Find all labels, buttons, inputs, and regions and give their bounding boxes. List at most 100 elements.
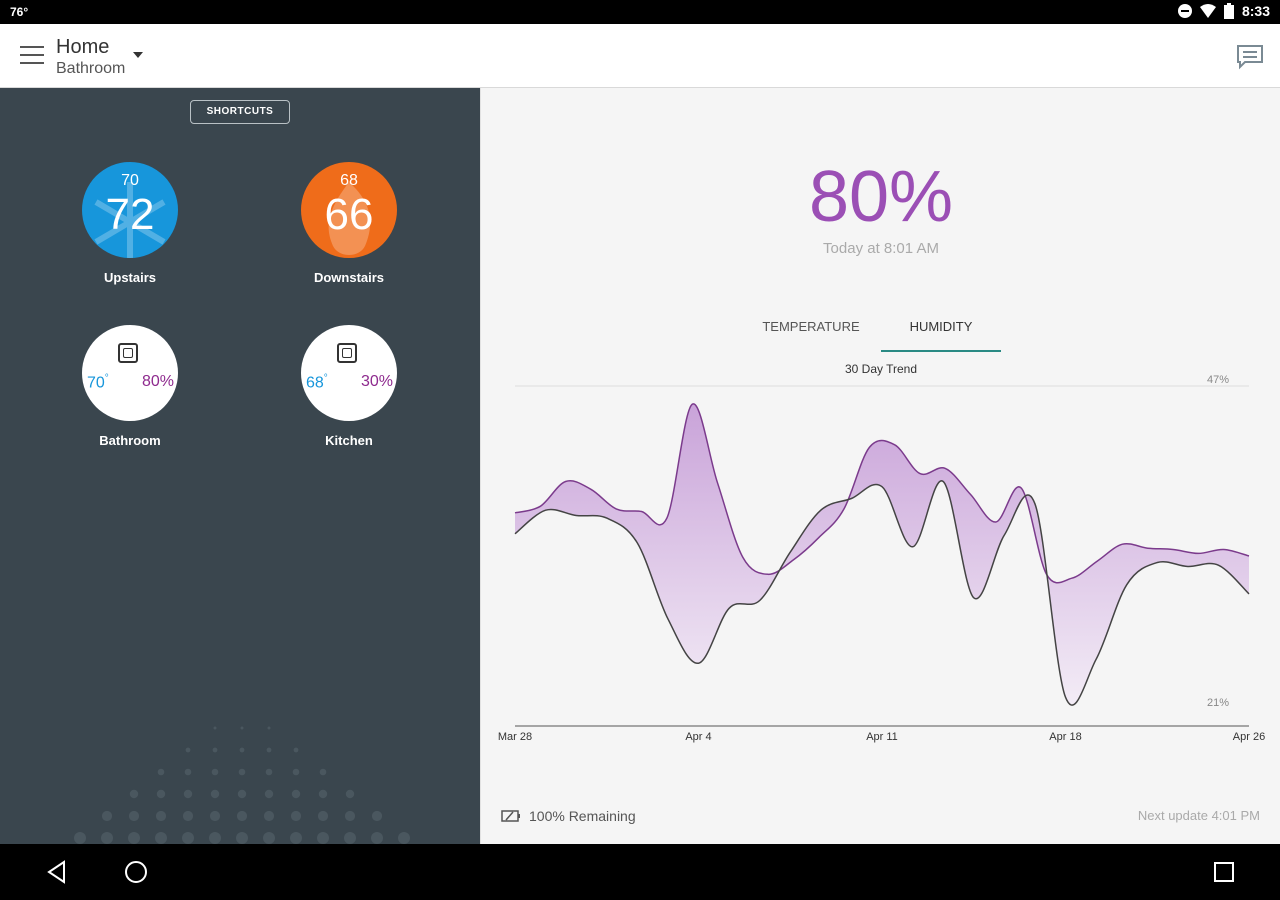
battery-status: 100% Remaining: [501, 808, 636, 824]
device-name: Bathroom: [99, 433, 161, 448]
decorative-dot: [237, 789, 247, 799]
navigation-bar: [0, 844, 1280, 900]
decorative-dot: [344, 810, 356, 822]
decorative-dot: [209, 810, 221, 822]
active-tab-indicator: [881, 350, 1001, 352]
sensor-icon: [118, 343, 138, 363]
decorative-dot: [155, 832, 167, 844]
decorative-dot: [317, 832, 329, 844]
humidity-low-line: [514, 480, 1250, 706]
battery-remaining: 100% Remaining: [529, 808, 636, 824]
device-tile-downstairs[interactable]: 68 66 Downstairs: [279, 162, 419, 285]
decorative-dot: [344, 832, 356, 844]
recents-icon[interactable]: [1212, 860, 1236, 884]
devices-panel: SHORTCUTS 70 72 Upstairs 68 66 Downstair…: [0, 88, 480, 844]
decorative-dot: [371, 810, 383, 822]
location-subtitle[interactable]: Bathroom: [56, 60, 126, 77]
device-tile-kitchen[interactable]: 68° 30% Kitchen: [279, 325, 419, 448]
back-icon[interactable]: [45, 860, 69, 884]
decorative-dot: [209, 832, 221, 844]
decorative-dot: [183, 789, 193, 799]
decorative-dot: [185, 747, 191, 753]
humidity-high-line: [514, 403, 1250, 584]
decorative-dot: [236, 832, 248, 844]
decorative-dot: [236, 810, 248, 822]
device-name: Downstairs: [313, 270, 385, 285]
decorative-dot: [101, 810, 113, 822]
reading-time: Today at 8:01 AM: [823, 240, 939, 257]
battery-icon: [1223, 3, 1234, 19]
tab-temperature[interactable]: TEMPERATURE: [762, 319, 860, 334]
decorative-dot: [266, 747, 272, 753]
setpoint-value: 70: [121, 172, 139, 189]
shortcuts-button[interactable]: SHORTCUTS: [190, 100, 290, 124]
decorative-dot: [210, 789, 220, 799]
chart-title: 30 Day Trend: [844, 362, 918, 376]
decorative-dots: [74, 726, 410, 844]
decorative-dot: [345, 789, 355, 799]
setpoint-value: 68: [340, 172, 358, 189]
sensor-humidity: 30%: [360, 373, 393, 390]
decorative-dot: [240, 726, 244, 730]
decorative-dot: [184, 768, 192, 776]
x-tick-label: Apr 4: [685, 731, 711, 743]
decorative-dot: [318, 789, 328, 799]
sensor-humidity: 80%: [141, 373, 174, 390]
decorative-dot: [239, 747, 245, 753]
sensor-dial: 68° 30%: [301, 325, 397, 421]
decorative-dot: [398, 832, 410, 844]
decorative-dot: [128, 810, 140, 822]
decorative-dot: [263, 832, 275, 844]
decorative-dot: [156, 789, 166, 799]
decorative-dot: [157, 768, 165, 776]
current-temperature: 66: [324, 190, 374, 239]
status-temperature: 76°: [10, 5, 29, 19]
sensor-temperature: 70°: [87, 373, 109, 392]
messages-icon[interactable]: [1236, 44, 1264, 70]
decorative-dot: [263, 810, 275, 822]
thermostat-dial: 68 66: [301, 162, 397, 258]
device-name: Upstairs: [103, 270, 157, 285]
decorative-dot: [128, 832, 140, 844]
flame-icon: [328, 182, 371, 255]
decorative-dot: [155, 810, 167, 822]
decorative-dot: [265, 768, 273, 776]
device-name: Kitchen: [325, 433, 373, 448]
decorative-dot: [212, 747, 218, 753]
tab-humidity[interactable]: HUMIDITY: [909, 319, 973, 334]
decorative-dot: [371, 832, 383, 844]
x-tick-label: Apr 26: [1233, 731, 1265, 743]
y-min-label: 21%: [1207, 697, 1229, 709]
decorative-dot: [290, 810, 302, 822]
menu-icon[interactable]: [20, 46, 44, 66]
location-dropdown-icon[interactable]: [133, 52, 143, 58]
decorative-dot: [319, 768, 327, 776]
x-tick-label: Mar 28: [498, 731, 532, 743]
thermostat-dial: 70 72: [82, 162, 178, 258]
decorative-dot: [74, 832, 86, 844]
snowflake-icon: [94, 182, 166, 258]
decorative-dot: [238, 768, 246, 776]
device-tile-bathroom[interactable]: 70° 80% Bathroom: [60, 325, 200, 448]
humidity-chart: 47% 21% Mar 28 Apr 4 Apr 11 Apr 18 Apr 26: [498, 374, 1265, 743]
device-tile-upstairs[interactable]: 70 72 Upstairs: [60, 162, 200, 285]
decorative-dot: [317, 810, 329, 822]
next-update: Next update 4:01 PM: [1137, 808, 1260, 823]
sensor-icon: [337, 343, 357, 363]
battery-outline-icon: [501, 810, 520, 822]
decorative-dot: [213, 726, 217, 730]
wifi-icon: [1199, 4, 1216, 18]
current-temperature: 72: [105, 190, 155, 239]
decorative-dot: [290, 832, 302, 844]
decorative-dot: [182, 832, 194, 844]
y-max-label: 47%: [1207, 374, 1229, 386]
x-tick-label: Apr 11: [866, 731, 898, 743]
decorative-dot: [293, 747, 299, 753]
do-not-disturb-icon: [1177, 4, 1192, 18]
home-icon[interactable]: [124, 860, 148, 884]
location-title[interactable]: Home: [56, 36, 110, 58]
x-tick-label: Apr 18: [1049, 731, 1081, 743]
decorative-dot: [101, 832, 113, 844]
status-time: 8:33: [1241, 3, 1270, 19]
detail-panel: 80% Today at 8:01 AM TEMPERATURE HUMIDIT…: [480, 88, 1280, 844]
